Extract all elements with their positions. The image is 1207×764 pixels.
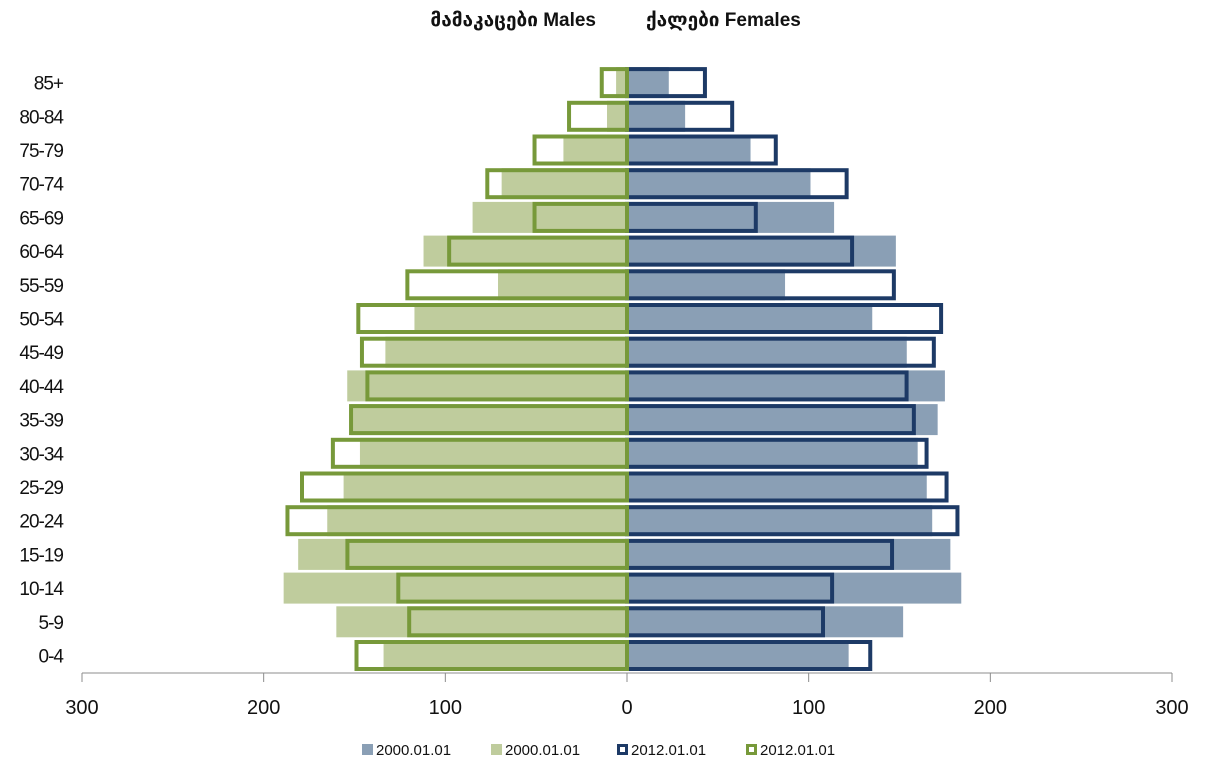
age-label: 0-4 — [39, 647, 65, 668]
x-tick-label: 100 — [792, 697, 825, 719]
x-tick-label: 100 — [429, 697, 462, 719]
age-label: 80-84 — [19, 107, 64, 128]
bar-male-2000-10-14 — [283, 572, 627, 604]
bar-male-2012-50-54 — [356, 303, 629, 334]
legend-label: 2000.01.01 — [376, 742, 451, 759]
bar-male-2012-15-19 — [345, 538, 629, 570]
bar-male-2012-60-64 — [447, 235, 629, 267]
age-label: 55-59 — [19, 276, 63, 297]
bar-male-2012-75-79 — [532, 134, 629, 166]
bar-male-2012-0-4 — [354, 640, 629, 671]
age-group-labels: 0-4 5-9 10-14 15-19 20-24 25-29 30-34 35-39 40-4… — [19, 74, 65, 668]
age-label: 75-79 — [19, 141, 63, 162]
age-label: 20-24 — [19, 512, 64, 533]
bar-male-2012-70-74 — [485, 168, 629, 200]
legend-swatch — [746, 744, 757, 755]
bar-male-2012-30-34 — [330, 437, 629, 469]
bars-group — [283, 67, 962, 671]
bar-female-2000-25-29 — [627, 471, 927, 503]
age-label: 85+ — [34, 74, 64, 95]
bar-female-2000-15-19 — [627, 538, 951, 570]
bar-male-2000-30-34 — [359, 437, 627, 469]
bar-male-2000-25-29 — [343, 471, 627, 503]
bar-male-2000-70-74 — [501, 168, 627, 200]
x-tick-label: 200 — [974, 697, 1007, 719]
bar-male-2012-40-44 — [365, 370, 629, 402]
bar-male-2000-35-39 — [350, 404, 627, 436]
bar-female-2000-60-64 — [627, 235, 896, 267]
legend-label: 2000.01.01 — [505, 742, 580, 759]
age-label: 60-64 — [19, 242, 64, 263]
bar-male-2000-80-84 — [607, 100, 627, 132]
legend-swatch — [362, 744, 373, 755]
bar-female-2000-70-74 — [627, 168, 811, 200]
bar-female-2000-10-14 — [627, 572, 962, 604]
bar-male-2000-45-49 — [385, 336, 627, 368]
age-label: 40-44 — [19, 377, 64, 398]
age-label: 30-34 — [19, 444, 64, 465]
age-label: 10-14 — [19, 579, 64, 600]
age-label: 25-29 — [19, 478, 63, 499]
legend: 2000.01.01 2000.01.01 2012.01.01 2012.01.01 — [362, 742, 835, 759]
bar-female-2000-20-24 — [627, 505, 933, 537]
x-tick-label: 300 — [1155, 697, 1188, 719]
bar-female-2000-80-84 — [627, 100, 686, 132]
age-label: 65-69 — [19, 208, 63, 229]
age-label: 15-19 — [19, 545, 63, 566]
bar-male-2000-0-4 — [383, 640, 627, 671]
x-tick-label: 300 — [65, 697, 98, 719]
legend-swatch — [491, 744, 502, 755]
bar-female-2000-35-39 — [627, 404, 938, 436]
bar-male-2000-55-59 — [498, 269, 627, 301]
bar-male-2000-85+ — [616, 67, 627, 99]
age-label: 50-54 — [19, 310, 64, 331]
bar-male-2012-35-39 — [349, 404, 629, 436]
bar-female-2000-45-49 — [627, 336, 907, 368]
bar-male-2000-50-54 — [414, 303, 627, 334]
bar-female-2000-5-9 — [627, 606, 904, 638]
bar-male-2000-5-9 — [336, 606, 627, 638]
bar-male-2012-25-29 — [300, 471, 629, 503]
bar-male-2012-80-84 — [567, 100, 629, 132]
age-label: 5-9 — [39, 613, 64, 634]
legend-label: 2012.01.01 — [631, 742, 706, 759]
bar-male-2000-60-64 — [423, 235, 627, 267]
bar-male-2012-65-69 — [532, 201, 629, 233]
bar-male-2012-45-49 — [359, 336, 629, 368]
legend-label: 2012.01.01 — [760, 742, 835, 759]
bar-female-2000-65-69 — [627, 201, 835, 233]
chart-title-males: მამაკაცები Males — [430, 10, 596, 31]
age-label: 45-49 — [19, 343, 63, 364]
bar-male-2012-20-24 — [285, 505, 629, 537]
bar-female-2000-75-79 — [627, 134, 751, 166]
x-tick-label: 200 — [247, 697, 280, 719]
bar-female-2000-0-4 — [627, 640, 849, 671]
chart-title-females: ქალები Females — [646, 10, 801, 31]
bar-male-2000-15-19 — [298, 538, 627, 570]
bar-female-2000-30-34 — [627, 437, 918, 469]
legend-swatch — [617, 744, 628, 755]
bar-female-2000-40-44 — [627, 370, 945, 402]
bar-male-2000-75-79 — [563, 134, 627, 166]
bar-male-2000-20-24 — [327, 505, 627, 537]
age-label: 35-39 — [19, 411, 63, 432]
bar-female-2000-50-54 — [627, 303, 873, 334]
x-tick-label: 0 — [621, 697, 632, 719]
bar-male-2012-10-14 — [396, 572, 629, 604]
bar-male-2012-85+ — [599, 67, 629, 99]
bar-male-2012-55-59 — [405, 269, 629, 301]
age-label: 70-74 — [19, 175, 64, 196]
bar-male-2012-5-9 — [407, 606, 629, 638]
x-axis: 300 200 100 0 100 200 300 — [65, 672, 1189, 719]
bar-male-2000-65-69 — [472, 201, 627, 233]
bar-female-2000-85+ — [627, 67, 669, 99]
bar-male-2000-40-44 — [347, 370, 627, 402]
bar-female-2000-55-59 — [627, 269, 786, 301]
